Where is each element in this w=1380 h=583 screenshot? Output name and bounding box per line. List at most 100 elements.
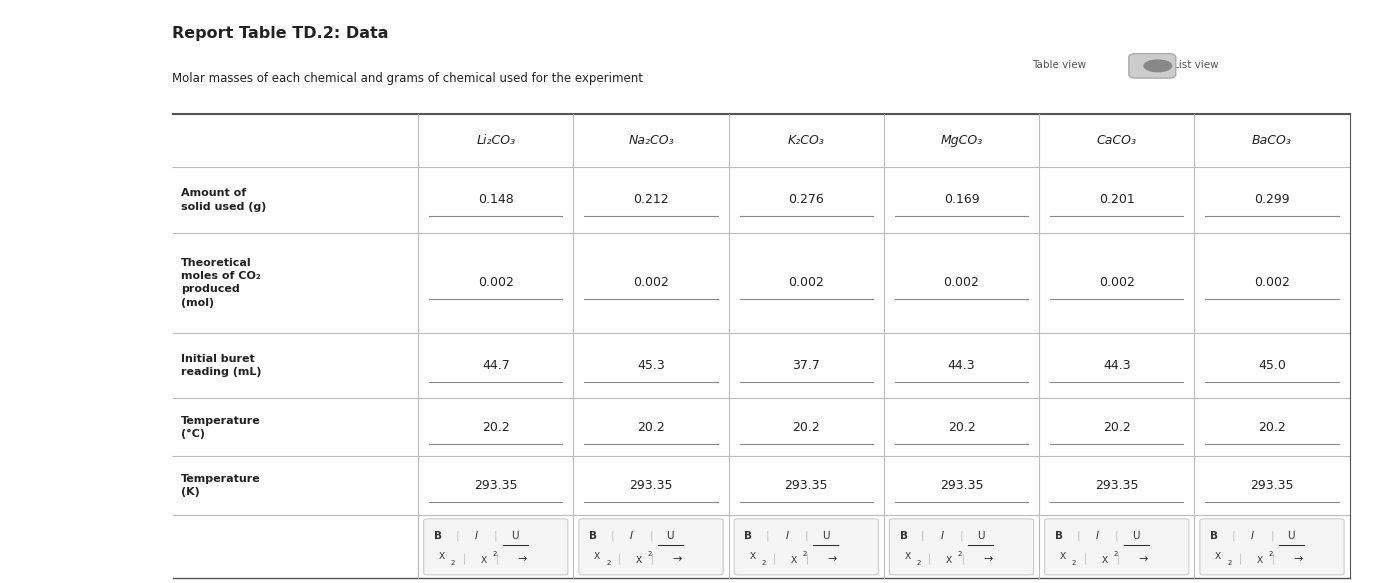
Text: 293.35: 293.35: [629, 479, 673, 492]
FancyBboxPatch shape: [1199, 519, 1344, 575]
Text: Temperature
(K): Temperature (K): [181, 474, 261, 497]
Text: 0.148: 0.148: [477, 194, 513, 206]
Text: |: |: [806, 554, 809, 564]
Text: →: →: [1138, 554, 1148, 564]
Text: BaCO₃: BaCO₃: [1252, 134, 1292, 147]
Text: Li₂CO₃: Li₂CO₃: [476, 134, 515, 147]
Text: 293.35: 293.35: [1094, 479, 1138, 492]
Text: X: X: [1060, 552, 1065, 561]
FancyBboxPatch shape: [890, 519, 1034, 575]
Text: |: |: [959, 531, 963, 541]
Text: U: U: [667, 531, 673, 541]
Text: 2: 2: [1227, 560, 1231, 566]
Text: →: →: [1293, 554, 1303, 564]
Text: |: |: [962, 554, 965, 564]
Text: 0.169: 0.169: [944, 194, 980, 206]
Text: 2: 2: [803, 552, 807, 557]
Text: →: →: [518, 554, 527, 564]
Text: |: |: [773, 554, 776, 564]
Text: 20.2: 20.2: [792, 421, 820, 434]
Text: |: |: [1270, 531, 1274, 541]
FancyBboxPatch shape: [1045, 519, 1190, 575]
Text: Na₂CO₃: Na₂CO₃: [628, 134, 673, 147]
Text: 0.002: 0.002: [944, 276, 980, 289]
Text: |: |: [610, 531, 614, 541]
Text: X: X: [480, 556, 486, 566]
Text: 2: 2: [958, 552, 962, 557]
Text: U: U: [977, 531, 984, 541]
Text: B: B: [1210, 531, 1219, 541]
Text: 2: 2: [762, 560, 766, 566]
Text: B: B: [589, 531, 598, 541]
Text: 2: 2: [1072, 560, 1076, 566]
Text: I: I: [941, 531, 944, 541]
Text: 293.35: 293.35: [784, 479, 828, 492]
Text: |: |: [1116, 554, 1119, 564]
Text: 44.7: 44.7: [482, 359, 509, 372]
Text: X: X: [749, 552, 755, 561]
Text: K₂CO₃: K₂CO₃: [788, 134, 825, 147]
Text: I: I: [475, 531, 477, 541]
Text: |: |: [462, 554, 465, 564]
Text: X: X: [947, 556, 952, 566]
Text: 2: 2: [1114, 552, 1118, 557]
Text: X: X: [791, 556, 796, 566]
Text: 0.201: 0.201: [1098, 194, 1134, 206]
Text: 44.3: 44.3: [948, 359, 976, 372]
Text: 44.3: 44.3: [1103, 359, 1130, 372]
Text: 0.212: 0.212: [633, 194, 669, 206]
Text: U: U: [1288, 531, 1294, 541]
Text: 293.35: 293.35: [1250, 479, 1294, 492]
Text: U: U: [512, 531, 519, 541]
Text: X: X: [636, 556, 642, 566]
Text: Molar masses of each chemical and grams of chemical used for the experiment: Molar masses of each chemical and grams …: [172, 72, 643, 85]
Text: X: X: [1216, 552, 1221, 561]
Text: 293.35: 293.35: [940, 479, 984, 492]
Text: 20.2: 20.2: [638, 421, 665, 434]
Circle shape: [1144, 60, 1172, 72]
Text: B: B: [744, 531, 752, 541]
Text: |: |: [1272, 554, 1275, 564]
Text: U: U: [1133, 531, 1140, 541]
Text: |: |: [649, 531, 653, 541]
Text: 20.2: 20.2: [1259, 421, 1286, 434]
Text: X: X: [905, 552, 911, 561]
Text: |: |: [1231, 531, 1235, 541]
Text: List view: List view: [1173, 60, 1219, 71]
FancyBboxPatch shape: [1129, 54, 1176, 78]
Text: 45.3: 45.3: [638, 359, 665, 372]
Text: 45.0: 45.0: [1259, 359, 1286, 372]
Text: |: |: [495, 554, 498, 564]
Text: 2: 2: [451, 560, 455, 566]
Text: X: X: [595, 552, 600, 561]
Text: →: →: [983, 554, 992, 564]
Text: |: |: [766, 531, 770, 541]
Text: 0.002: 0.002: [1254, 276, 1290, 289]
Text: MgCO₃: MgCO₃: [940, 134, 983, 147]
Text: →: →: [672, 554, 682, 564]
Text: 20.2: 20.2: [948, 421, 976, 434]
Text: Temperature
(°C): Temperature (°C): [181, 416, 261, 439]
Text: I: I: [785, 531, 788, 541]
Text: 0.002: 0.002: [633, 276, 669, 289]
Text: 2: 2: [647, 552, 651, 557]
Text: B: B: [433, 531, 442, 541]
FancyBboxPatch shape: [580, 519, 723, 575]
Text: 37.7: 37.7: [792, 359, 820, 372]
Text: Theoretical
moles of CO₂
produced
(mol): Theoretical moles of CO₂ produced (mol): [181, 258, 261, 308]
Text: 0.276: 0.276: [788, 194, 824, 206]
Text: 20.2: 20.2: [482, 421, 509, 434]
Text: 0.002: 0.002: [788, 276, 824, 289]
FancyBboxPatch shape: [424, 519, 569, 575]
Text: I: I: [631, 531, 633, 541]
Text: 0.299: 0.299: [1254, 194, 1290, 206]
Text: 2: 2: [493, 552, 497, 557]
Text: 293.35: 293.35: [473, 479, 518, 492]
Text: 2: 2: [916, 560, 920, 566]
Text: |: |: [455, 531, 460, 541]
Text: |: |: [1083, 554, 1086, 564]
Text: →: →: [828, 554, 838, 564]
Text: Amount of
solid used (g): Amount of solid used (g): [181, 188, 266, 212]
Text: 20.2: 20.2: [1103, 421, 1130, 434]
Text: |: |: [805, 531, 809, 541]
